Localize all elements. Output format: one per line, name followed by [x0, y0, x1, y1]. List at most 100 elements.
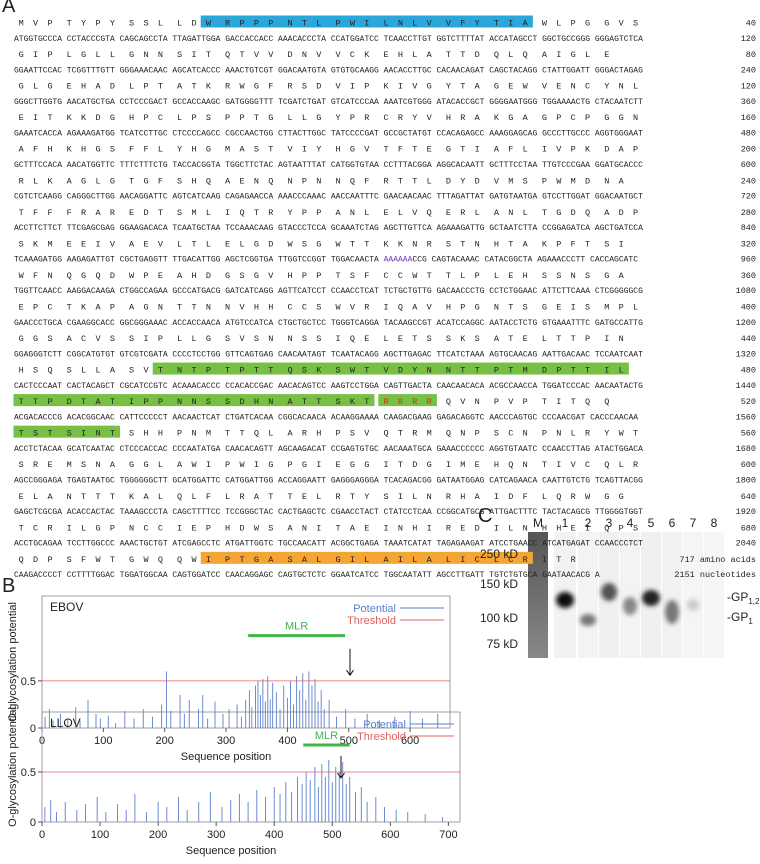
lane-label: 5: [648, 516, 655, 530]
nucleotides: AAAAAA: [384, 256, 413, 265]
nt-count: 120: [741, 34, 756, 44]
marker-lane: [528, 532, 548, 658]
nt-count: 600: [741, 160, 756, 170]
amino-acids: M V P T Y P Y S S L L D: [19, 19, 197, 29]
marker-label: 150 kD: [480, 577, 518, 591]
nucleotides: ACGACACCCG ACACGGCAAC CATTCCCCCT AACAACT…: [14, 413, 638, 422]
aa-count: 717 amino acids: [679, 555, 756, 565]
aa-count: 80: [746, 50, 756, 60]
aa-count: 640: [741, 492, 756, 502]
aa-count: 600: [741, 460, 756, 470]
nt-count: 2040: [736, 539, 756, 549]
aa-count: 440: [741, 334, 756, 344]
x-tick-label: 0: [39, 829, 45, 841]
nt-count: 1440: [736, 381, 756, 391]
nucleotides: GGAATTCCAC TCGGTTTGTT GGGAAACAAC AGCATCA…: [14, 66, 643, 75]
nt-count: 1680: [736, 444, 756, 454]
band: [665, 600, 679, 624]
y-axis-label: O-glycosylation potential: [7, 602, 19, 722]
band-label: -GP1: [727, 610, 753, 626]
lane-label: 1: [562, 516, 569, 530]
amino-acids: T F F F R A R E D T S M L I Q T R Y P P …: [19, 208, 639, 218]
amino-acids: E I T K K D G H P C L P S P P T G L L G …: [19, 113, 639, 123]
band: [687, 599, 699, 611]
nucleotides: ACCTCTACAA GCATCAATAC CTCCCACCAC CCCAATA…: [14, 445, 643, 454]
x-tick-label: 400: [278, 735, 296, 747]
nt-count: 360: [741, 97, 756, 107]
marker-label: 250 kD: [480, 547, 518, 561]
lane-label: 7: [690, 516, 697, 530]
band: [623, 597, 637, 615]
x-tick-label: 600: [401, 735, 419, 747]
y-tick-label: 0.5: [21, 676, 36, 688]
chart-title: LLOV: [50, 716, 81, 730]
y-tick-label: 0: [30, 817, 36, 829]
mlr-label: MLR: [315, 730, 338, 742]
aa-count: 560: [741, 429, 756, 439]
nucleotides: AGCCGGGAGA TGAGTAATGC TGGGGGGCTT GCATGGA…: [14, 477, 643, 486]
aa-count: 520: [741, 397, 756, 407]
lane-label: 3: [606, 516, 613, 530]
panel-label: B: [2, 575, 15, 597]
aa-count: 200: [741, 145, 756, 155]
lane-label: 4: [627, 516, 634, 530]
nt-count: 960: [741, 255, 756, 265]
x-tick-label: 100: [94, 735, 112, 747]
amino-acids: T C R I L G P N C C I E P H D W S A N I …: [19, 523, 639, 533]
aa-count: 160: [741, 113, 756, 123]
x-tick-label: 300: [217, 735, 235, 747]
aa-count: 320: [741, 239, 756, 249]
y-tick-label: 0.5: [21, 767, 36, 779]
lane-label: 8: [711, 516, 718, 530]
aa-count: 360: [741, 271, 756, 281]
highlight: [200, 551, 533, 564]
nucleotides: GGAGGGTCTT CGGCATGTGT GTCGTCGATA CCCCTCC…: [14, 350, 643, 359]
nt-count: 1560: [736, 412, 756, 422]
x-tick-label: 400: [265, 829, 283, 841]
amino-acids: T S T S I N T: [19, 429, 115, 439]
lane: [620, 532, 640, 658]
amino-acids: H S Q S L L A S V: [19, 366, 150, 376]
marker-label: 75 kD: [487, 637, 519, 651]
amino-acids: Q V N P V P T I T Q Q: [446, 397, 610, 407]
nt-count: 1320: [736, 349, 756, 359]
amino-acids: R R R R: [383, 397, 431, 407]
chart-title: EBOV: [50, 600, 83, 614]
nucleotides: GAGCTCGCGA ACACCACTAC TAAAGCCCTA CAGCTTT…: [14, 508, 643, 517]
band: [601, 583, 617, 601]
nucleotides: ACCTTCTTCT TTCGAGCGAG GGAAGACACA TCAATGC…: [14, 224, 643, 233]
nt-count: 2151 nucleotides: [674, 570, 756, 580]
nt-count: 720: [741, 192, 756, 202]
lane: [683, 532, 703, 658]
y-axis-label: O-glycosylation potential: [7, 707, 19, 827]
nucleotides: ATGGTGCCCA CCTACCCGTA CAGCAGCCTA TTAGATT…: [14, 35, 643, 44]
x-tick-label: 200: [156, 735, 174, 747]
amino-acids: G G S A C V S S I P L L G S V S N N S S …: [19, 334, 624, 344]
lane: [704, 532, 724, 658]
nucleotides: CACTCCCAAT CACTACAGCT CGCATCCGTC ACAAACA…: [14, 382, 643, 391]
amino-acids: I T R: [542, 555, 576, 565]
x-tick-label: 100: [91, 829, 109, 841]
lane: [578, 532, 598, 658]
nt-count: 1920: [736, 507, 756, 517]
amino-acids: A F H K H G S F F L Y H G M A S T V I Y …: [19, 145, 639, 155]
aa-count: 480: [741, 366, 756, 376]
nucleotides: CCG CAGTACAAAC CATACGGCTA AGAAACCCTT CAC…: [412, 256, 638, 265]
panel-label: A: [2, 0, 16, 17]
amino-acids: Q D P S F W T G W Q Q W: [19, 555, 198, 565]
nucleotides: CGTCTCAAGG CAGGGCTTGG AACAGGATTC AGTCATC…: [14, 193, 643, 202]
band-label: -GP1,2: [727, 590, 760, 606]
amino-acids: W R P P P N T L P W I L N L V V F Y T I …: [206, 19, 529, 29]
legend-label: Threshold: [357, 731, 406, 743]
aa-count: 120: [741, 82, 756, 92]
lane-label: M: [533, 516, 543, 530]
lane: [662, 532, 682, 658]
x-tick-label: 500: [323, 829, 341, 841]
arrow-head: [337, 772, 345, 779]
amino-acids: S H H P N M T T Q L A R H P S V Q T R M …: [129, 429, 638, 439]
lane-label: 6: [669, 516, 676, 530]
nucleotides: TCAAAGATGG AAGAGATTGT CGCTGAGGTT TTGACAT…: [14, 256, 384, 265]
highlight: [13, 425, 121, 438]
x-tick-label: 600: [381, 829, 399, 841]
